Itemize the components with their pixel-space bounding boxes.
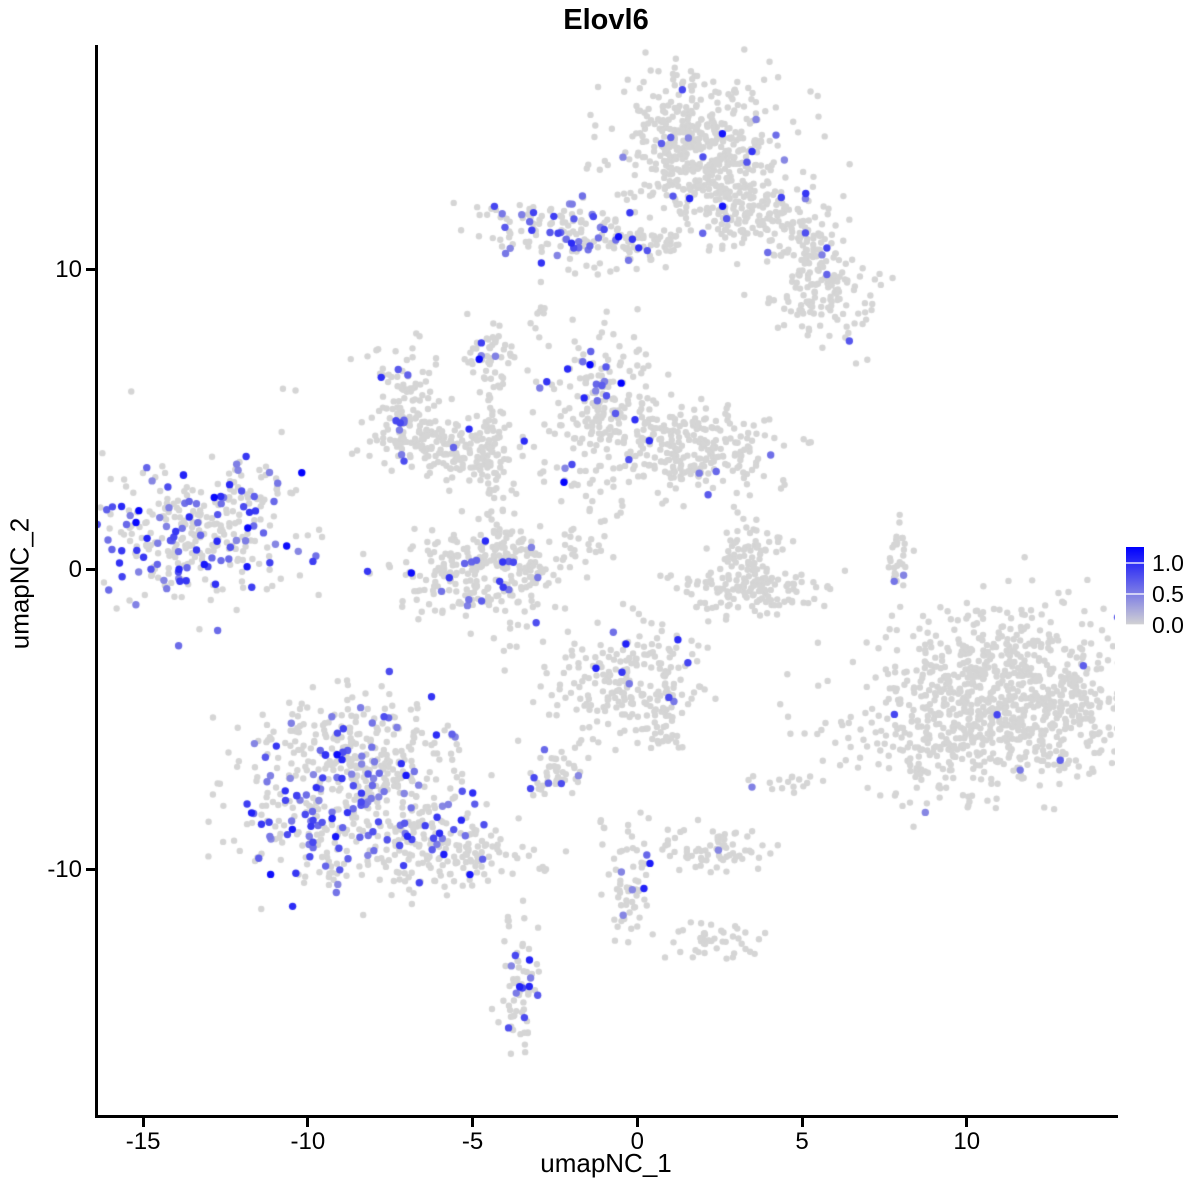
x-tick-mark (471, 1118, 475, 1127)
colorbar-gradient (1126, 547, 1144, 626)
y-tick-label: 0 (68, 555, 82, 583)
plot-title: Elovl6 (563, 4, 649, 36)
y-tick-mark (86, 568, 95, 572)
x-tick-mark (306, 1118, 310, 1127)
y-tick-label: 10 (55, 255, 82, 283)
y-tick-label: -10 (47, 855, 82, 883)
x-tick-label: 5 (795, 1128, 809, 1155)
colorbar-tick-mark (1126, 624, 1144, 626)
x-axis-label: umapNC_1 (540, 1148, 672, 1178)
colorbar-tick-label: 0.0 (1152, 612, 1184, 638)
x-axis-line (95, 1115, 1118, 1118)
x-tick-mark (965, 1118, 969, 1127)
x-tick-mark (635, 1118, 639, 1127)
y-tick-mark (86, 268, 95, 272)
x-tick-mark (800, 1118, 804, 1127)
x-tick-label: 10 (953, 1128, 981, 1155)
x-tick-label: -5 (461, 1128, 484, 1155)
y-axis-line (95, 45, 98, 1118)
colorbar-tick-label: 1.0 (1152, 549, 1184, 576)
y-tick-mark (86, 868, 95, 872)
umap-scatter-canvas (97, 45, 1115, 1117)
colorbar-tick-label: 0.5 (1152, 580, 1184, 607)
colorbar-tick-mark (1126, 561, 1144, 564)
x-tick-label: 0 (630, 1128, 644, 1155)
expression-colorbar-legend: 1.0 0.5 0.0 (1126, 545, 1200, 637)
colorbar-tick-mark (1126, 592, 1144, 595)
x-tick-mark (141, 1118, 145, 1127)
y-axis-label: umapNC_2 (4, 517, 35, 650)
x-tick-label: -10 (290, 1128, 326, 1155)
x-tick-label: -15 (125, 1128, 161, 1155)
